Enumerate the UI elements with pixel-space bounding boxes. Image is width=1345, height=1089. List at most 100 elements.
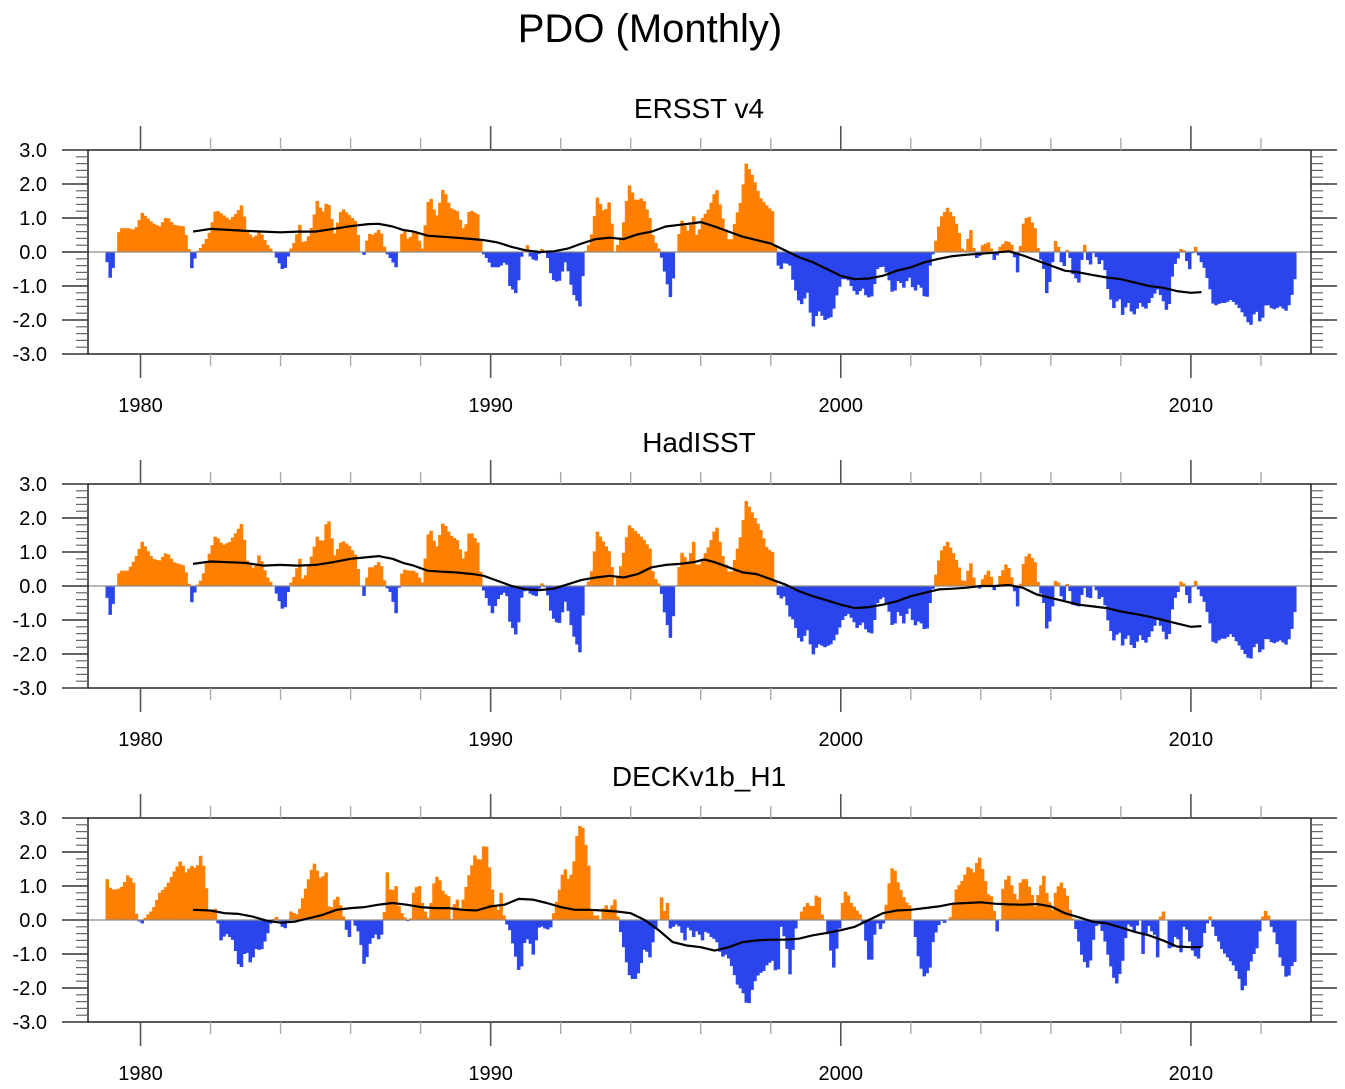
positive-anomaly-bar — [245, 560, 250, 586]
negative-anomaly-bar — [928, 252, 932, 266]
negative-anomaly-bar — [1115, 252, 1119, 302]
negative-anomaly-bar — [1272, 920, 1277, 933]
positive-anomaly-bar — [143, 917, 147, 920]
negative-anomaly-bar — [283, 920, 288, 929]
positive-anomaly-bar — [219, 542, 223, 586]
positive-anomaly-bar — [1004, 879, 1008, 920]
negative-anomaly-bar — [1290, 586, 1294, 629]
negative-anomaly-bar — [105, 252, 110, 263]
positive-anomaly-bar — [502, 915, 506, 920]
positive-anomaly-bar — [152, 559, 156, 586]
negative-anomaly-bar — [391, 252, 395, 263]
positive-anomaly-bar — [204, 238, 209, 252]
positive-anomaly-bar — [429, 198, 433, 252]
negative-anomaly-bar — [283, 252, 288, 268]
negative-anomaly-bar — [373, 920, 378, 935]
positive-anomaly-bar — [709, 540, 713, 586]
negative-anomaly-bar — [689, 920, 693, 931]
negative-anomaly-bar — [581, 252, 585, 277]
x-tick-labels: 1980 1990 2000 2010 — [118, 395, 1213, 417]
positive-anomaly-bar — [852, 906, 856, 920]
positive-anomaly-bar — [1033, 906, 1037, 920]
negative-anomaly-bar — [1100, 920, 1104, 931]
negative-anomaly-bar — [814, 252, 819, 317]
x-tick-label: 1980 — [118, 729, 163, 751]
negative-anomaly-bar — [636, 920, 641, 974]
positive-anomaly-bar — [298, 224, 302, 252]
negative-anomaly-bar — [1275, 920, 1280, 945]
negative-anomaly-bar — [397, 586, 401, 588]
positive-anomaly-bar — [219, 213, 223, 252]
negative-anomaly-bar — [1103, 586, 1107, 606]
positive-anomaly-bar — [980, 869, 985, 920]
positive-anomaly-bar — [356, 235, 360, 252]
positive-anomaly-bar — [1004, 241, 1008, 252]
negative-anomaly-bar — [1243, 252, 1247, 317]
negative-anomaly-bar — [814, 586, 819, 648]
positive-anomaly-bar — [721, 555, 725, 586]
negative-anomaly-bar — [219, 920, 223, 941]
negative-anomaly-bar — [823, 252, 827, 320]
positive-anomaly-bar — [986, 570, 991, 586]
negative-anomaly-bar — [1293, 920, 1297, 962]
positive-anomaly-bar — [443, 194, 448, 252]
negative-anomaly-bar — [543, 920, 547, 929]
positive-anomaly-bar — [163, 553, 168, 586]
negative-anomaly-bar — [108, 252, 112, 278]
negative-anomaly-bar — [1220, 252, 1224, 303]
negative-anomaly-bar — [864, 252, 868, 296]
negative-anomaly-bar — [1150, 920, 1154, 932]
negative-anomaly-bar — [881, 586, 886, 598]
negative-anomaly-bar — [1255, 586, 1259, 644]
negative-anomaly-bar — [239, 920, 244, 968]
positive-anomaly-bar — [178, 861, 182, 920]
positive-anomaly-bar — [207, 232, 212, 252]
positive-anomaly-bar — [750, 174, 754, 252]
x-tick-label: 2000 — [819, 395, 864, 417]
negative-anomaly-bar — [1103, 252, 1107, 271]
negative-anomaly-bar — [1167, 586, 1172, 634]
positive-anomaly-bar — [228, 219, 232, 252]
negative-anomaly-bar — [779, 920, 784, 927]
positive-anomaly-bar — [406, 570, 410, 586]
positive-anomaly-bar — [1001, 244, 1005, 252]
positive-anomaly-bar — [248, 234, 252, 252]
negative-anomaly-bar — [928, 920, 932, 968]
negative-anomaly-bar — [137, 920, 142, 922]
positive-anomaly-bar — [557, 889, 562, 920]
negative-anomaly-bar — [359, 920, 363, 945]
negative-anomaly-bar — [1050, 586, 1055, 607]
positive-anomaly-bar — [974, 862, 979, 920]
negative-anomaly-bar — [1129, 586, 1134, 645]
negative-anomaly-bar — [1196, 586, 1201, 590]
positive-anomaly-bar — [963, 250, 967, 252]
positive-anomaly-bar — [438, 535, 442, 586]
negative-anomaly-bar — [665, 586, 670, 626]
positive-anomaly-bar — [125, 875, 130, 920]
negative-anomaly-bar — [1112, 586, 1116, 641]
positive-anomaly-bar — [750, 512, 754, 586]
negative-anomaly-bar — [878, 586, 883, 600]
positive-anomaly-bar — [802, 906, 807, 920]
positive-anomaly-bar — [423, 225, 428, 252]
negative-anomaly-bar — [875, 586, 880, 603]
negative-anomaly-bar — [391, 586, 395, 602]
positive-anomaly-bar — [744, 501, 749, 586]
positive-anomaly-bar — [1021, 564, 1026, 586]
positive-anomaly-bar — [490, 889, 495, 920]
negative-anomaly-bar — [1185, 586, 1189, 596]
positive-anomaly-bar — [493, 906, 498, 920]
positive-anomaly-bar — [697, 564, 702, 586]
negative-anomaly-bar — [823, 586, 827, 648]
positive-anomaly-bar — [586, 245, 591, 252]
positive-anomaly-bar — [939, 550, 944, 586]
positive-anomaly-bar — [592, 216, 597, 252]
positive-anomaly-bar — [846, 895, 851, 920]
negative-anomaly-bar — [519, 252, 524, 257]
negative-anomaly-bar — [522, 920, 527, 944]
negative-anomaly-bar — [791, 586, 795, 620]
negative-anomaly-bar — [551, 252, 556, 281]
positive-anomaly-bar — [525, 245, 530, 252]
negative-anomaly-bar — [837, 920, 842, 929]
positive-anomaly-bar — [166, 882, 171, 920]
